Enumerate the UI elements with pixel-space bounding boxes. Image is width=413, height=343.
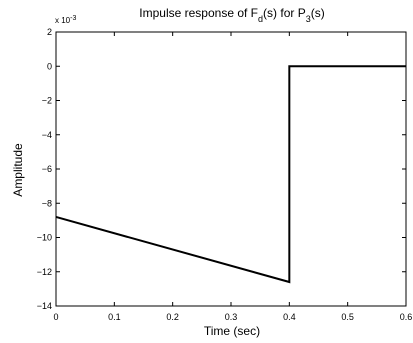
x-axis-ticks: 0 0.1 0.2 0.3 0.4 0.5 0.6 <box>53 32 412 322</box>
y-axis-ticks: 2 0 −2 −4 −6 −8 −10 −12 −14 <box>37 27 406 311</box>
x-axis-title: Time (sec) <box>204 324 260 338</box>
y-tick-label: −4 <box>42 130 52 140</box>
y-tick-label: −6 <box>42 164 52 174</box>
y-tick-label: −8 <box>42 198 52 208</box>
y-tick-label: 2 <box>47 27 52 37</box>
y-axis-exponent-label: x 10-3 <box>55 15 76 26</box>
y-tick-label: −10 <box>37 233 52 243</box>
chart-title: Impulse response of Fd(s) for P3(s) <box>139 6 324 24</box>
y-tick-label: −14 <box>37 301 52 311</box>
chart-title-part: 3 <box>306 14 311 24</box>
x-tick-label: 0 <box>53 312 58 322</box>
x-tick-label: 0.5 <box>341 312 354 322</box>
x-tick-label: 0.3 <box>225 312 238 322</box>
x-tick-label: 0.4 <box>283 312 296 322</box>
y-exponent-power: -3 <box>70 15 76 22</box>
x-tick-label: 0.2 <box>166 312 179 322</box>
chart-title-part: Impulse response of F <box>139 6 258 20</box>
y-axis-title: Amplitude <box>11 143 25 197</box>
chart-title-part: (s) for P <box>263 6 306 20</box>
x-tick-label: 0.1 <box>108 312 121 322</box>
series-layer <box>55 65 406 284</box>
impulse-response-line <box>55 65 406 284</box>
chart-title-part: d <box>258 14 263 24</box>
x-tick-label: 0.6 <box>400 312 413 322</box>
y-tick-label: −12 <box>37 267 52 277</box>
y-tick-label: −2 <box>42 96 52 106</box>
y-tick-label: 0 <box>47 61 52 71</box>
y-exponent-base: x 10 <box>55 16 71 25</box>
chart-title-part: (s) <box>311 6 325 20</box>
